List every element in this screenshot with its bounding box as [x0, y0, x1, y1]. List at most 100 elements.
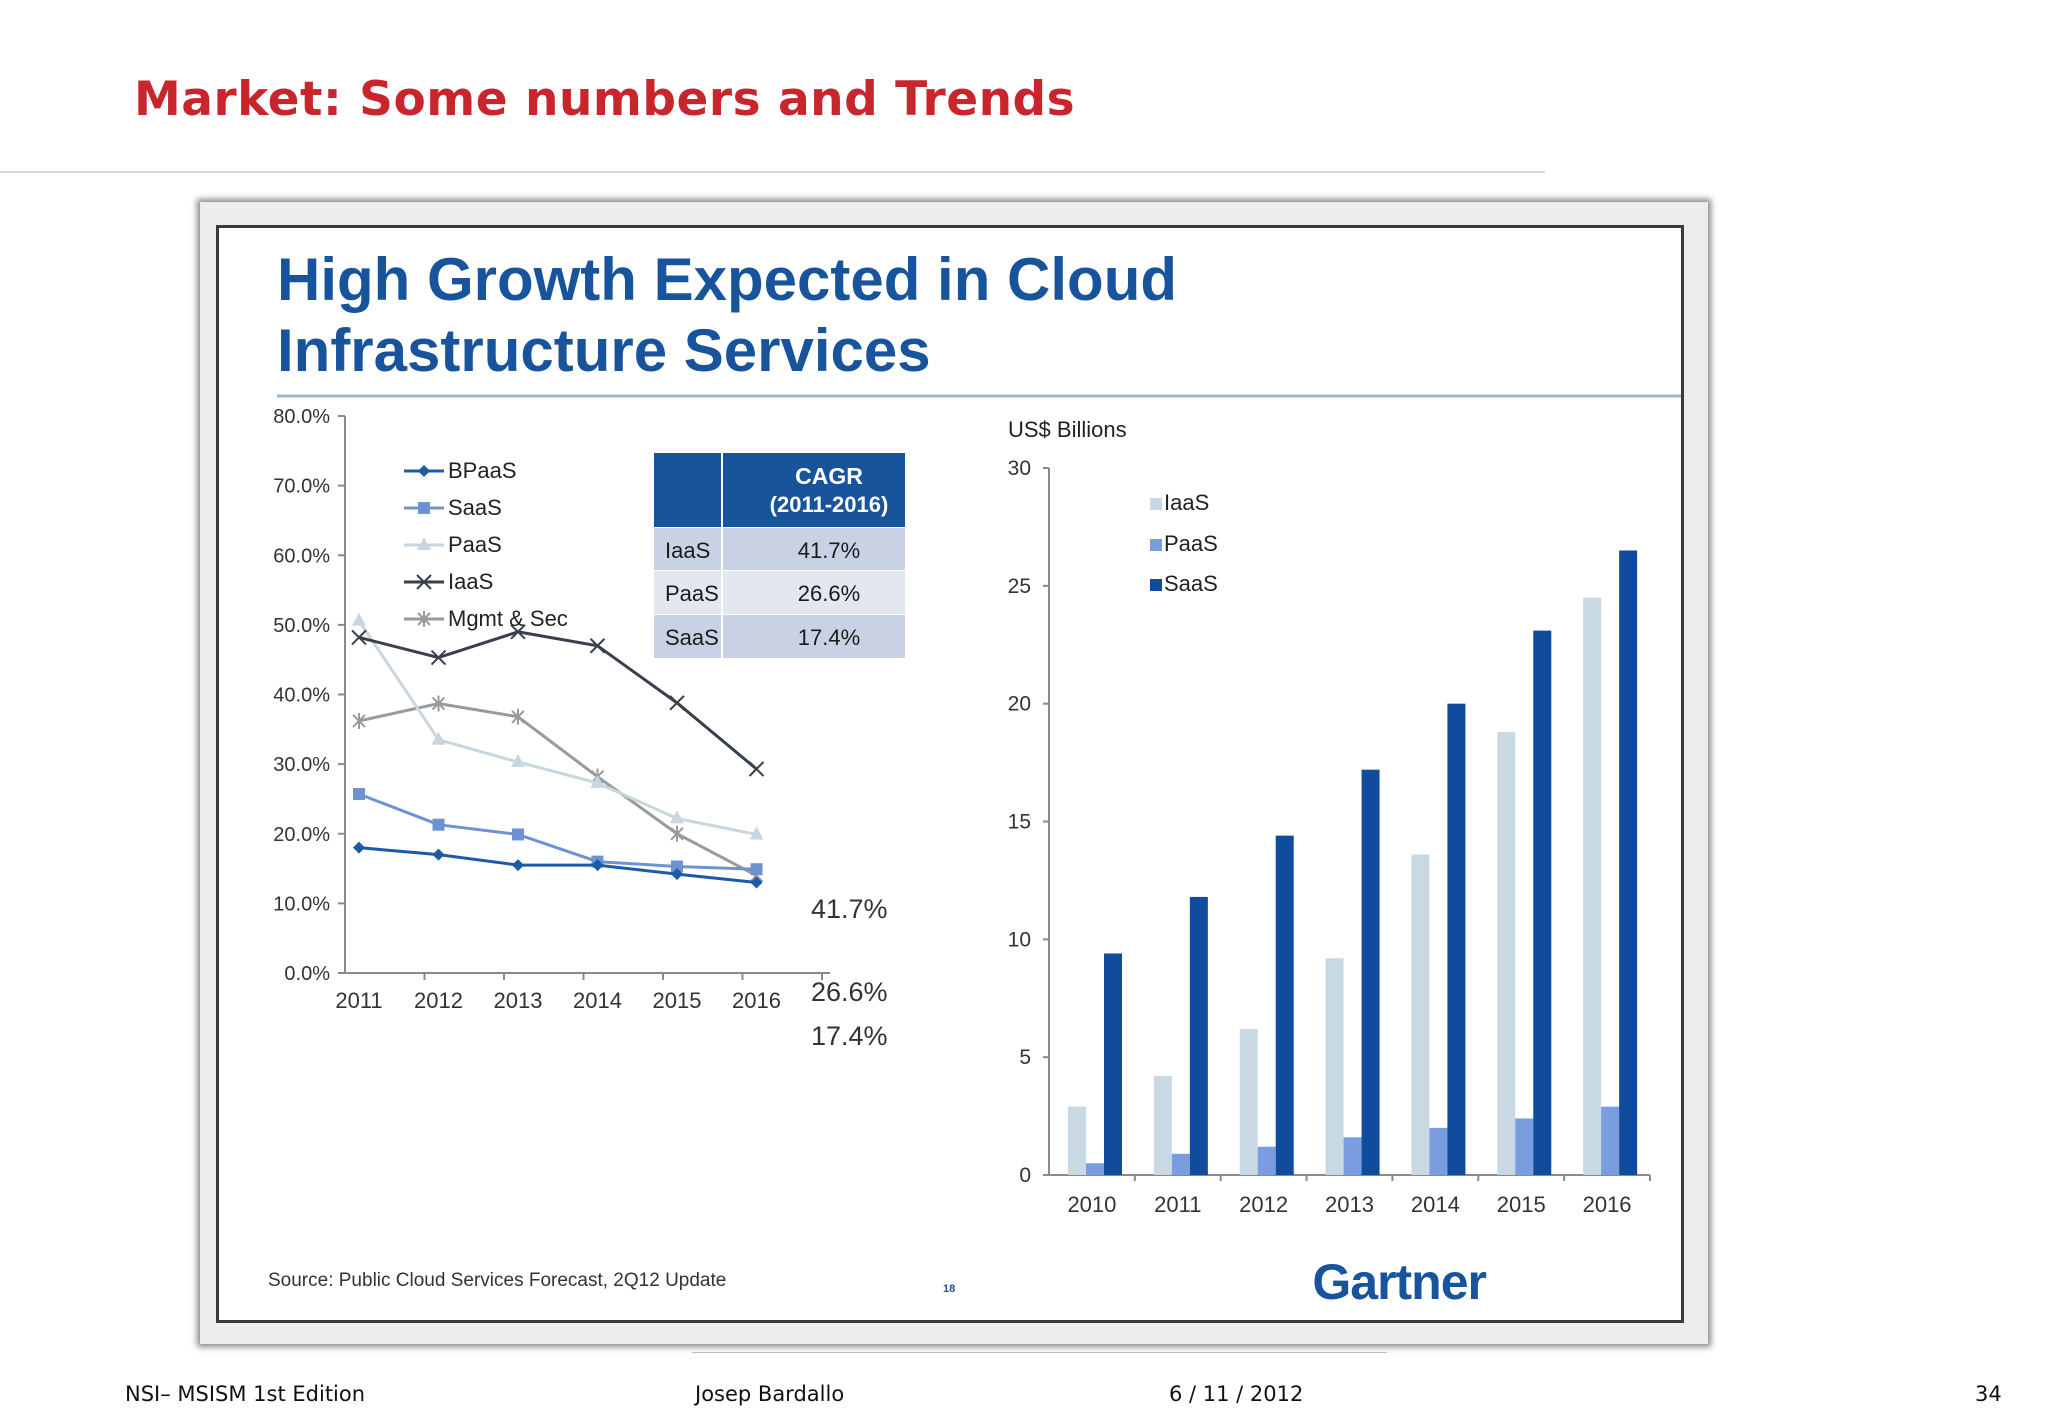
x-tick-label: 2013	[1325, 1192, 1374, 1217]
figure-title-line1: High Growth Expected in Cloud	[277, 246, 1177, 313]
bar-chart: US$ Billions 0 5 10 15 20 25 30 2010 2011 2012 201…	[1008, 417, 1651, 1217]
figure-panel: High Growth Expected in Cloud Infrastruc…	[216, 225, 1684, 1323]
annotation-paas-cagr: 26.6%	[811, 977, 888, 1007]
data-point-saas	[353, 788, 365, 801]
legend-swatch-paas	[1150, 539, 1162, 551]
data-point-paas	[431, 731, 446, 745]
data-point-paas	[590, 774, 605, 788]
bar-iaas	[1153, 1076, 1172, 1175]
data-point-iaas	[510, 624, 526, 640]
figure-frame: High Growth Expected in Cloud Infrastruc…	[200, 202, 1708, 1344]
bar-paas	[1171, 1153, 1190, 1175]
bar-iaas	[1325, 958, 1344, 1175]
footer-course: NSI– MSISM 1st Edition	[125, 1382, 366, 1406]
data-point-bpaas	[750, 876, 763, 889]
data-point-bpaas	[353, 841, 365, 854]
legend-label-paas: PaaS	[448, 532, 502, 557]
x-tick-label: 2014	[573, 988, 622, 1013]
bar-saas	[1533, 630, 1552, 1175]
bar-chart-legend: IaaS PaaS SaaS	[1150, 490, 1218, 596]
y-tick-label: 40.0%	[273, 685, 330, 707]
bar-paas	[1257, 1146, 1276, 1175]
bar-iaas	[1239, 1028, 1258, 1175]
line-chart-legend: BPaaS SaaS PaaS IaaS Mgmt & Sec	[404, 458, 568, 631]
data-point-iaas	[748, 761, 765, 777]
bar-chart-bars	[1068, 550, 1638, 1175]
legend-marker-bpaas	[418, 465, 430, 477]
cagr-row-iaas	[654, 528, 905, 570]
x-tick-label: 2016	[1583, 1192, 1632, 1217]
x-tick-label: 2013	[494, 988, 543, 1013]
data-point-iaas	[589, 638, 606, 654]
data-point-bpaas	[591, 859, 604, 872]
legend-label-iaas: IaaS	[448, 569, 493, 594]
bar-iaas	[1583, 597, 1602, 1175]
data-point-mgmt-sec	[670, 825, 684, 842]
cagr-row-saas	[654, 615, 905, 658]
legend-label-saas: SaaS	[448, 495, 502, 520]
series-line-mgmt-sec	[358, 702, 758, 877]
y-tick-label: 50.0%	[273, 615, 330, 637]
bar-paas	[1515, 1118, 1534, 1175]
y-tick-label: 25	[1008, 575, 1031, 598]
bar-paas	[1086, 1163, 1104, 1175]
y-tick-label: 20.0%	[273, 824, 330, 846]
data-point-mgmt-sec	[431, 695, 446, 712]
y-tick-label: 30.0%	[273, 754, 330, 776]
footer-date: 6 / 11 / 2012	[1169, 1382, 1304, 1406]
legend-marker-saas	[418, 502, 430, 514]
gartner-logo: Gartner	[1312, 1254, 1486, 1310]
series-line-iaas	[358, 630, 758, 771]
figure-graphic: High Growth Expected in Cloud Infrastruc…	[268, 246, 1681, 1310]
series-line-paas	[357, 619, 757, 836]
bar-saas	[1189, 896, 1208, 1175]
line-chart-axes: 0.0% 10.0% 20.0% 30.0% 40.0% 50.0% 60.0% 70.0% 8…	[273, 406, 830, 1013]
data-point-saas	[512, 828, 524, 841]
y-tick-label: 10	[1008, 928, 1031, 951]
bar-iaas	[1411, 854, 1430, 1175]
legend-label-mgmt-sec: Mgmt & Sec	[448, 606, 568, 631]
bar-saas	[1361, 769, 1380, 1175]
footer-author: Josep Bardallo	[695, 1382, 845, 1406]
cagr-row-paas	[654, 571, 905, 614]
legend-swatch-saas	[1150, 579, 1162, 591]
bar-saas	[1104, 953, 1122, 1175]
y-tick-label: 30	[1008, 457, 1031, 480]
cagr-row-value: 41.7%	[798, 538, 860, 563]
bar-iaas	[1068, 1106, 1086, 1175]
cagr-row-value: 26.6%	[798, 581, 860, 606]
y-tick-label: 70.0%	[273, 476, 330, 498]
footer-divider	[692, 1352, 1387, 1353]
x-tick-label: 2012	[414, 988, 463, 1013]
line-chart-series	[351, 612, 765, 889]
bar-saas	[1447, 703, 1466, 1175]
cagr-table: CAGR (2011-2016) IaaS 41.7% PaaS 26.6% S…	[654, 453, 905, 658]
cagr-header-line2: (2011-2016)	[770, 492, 889, 517]
data-point-bpaas	[432, 848, 445, 861]
legend-marker-iaas	[416, 574, 432, 590]
data-point-iaas	[669, 695, 685, 711]
data-point-iaas	[351, 629, 367, 646]
legend-marker-paas	[417, 537, 431, 550]
y-tick-label: 80.0%	[273, 406, 330, 428]
bar-saas	[1619, 550, 1638, 1175]
annotation-saas-cagr: 17.4%	[811, 1021, 888, 1051]
cagr-row-label: SaaS	[665, 625, 719, 650]
legend-swatch-iaas	[1150, 498, 1162, 510]
y-tick-label: 5	[1019, 1046, 1031, 1069]
data-point-paas	[352, 612, 366, 626]
cagr-row-label: PaaS	[665, 581, 719, 606]
data-point-paas	[670, 810, 684, 824]
bar-chart-axes: 0 5 10 15 20 25 30 2010 2011 2012 2013 2014 2015 2016	[1008, 457, 1651, 1217]
x-tick-label: 2011	[1154, 1192, 1201, 1217]
title-divider	[0, 171, 1545, 173]
x-tick-label: 2010	[1067, 1192, 1116, 1217]
cagr-row-label: IaaS	[665, 538, 710, 563]
slide-title: Market: Some numbers and Trends	[134, 72, 1076, 127]
x-tick-label: 2011	[335, 988, 382, 1013]
data-point-saas	[432, 818, 445, 831]
page-number: 34	[1975, 1382, 2002, 1406]
data-point-saas	[671, 860, 683, 873]
data-point-paas	[749, 826, 764, 840]
legend-marker-mgmt-sec	[417, 611, 431, 627]
